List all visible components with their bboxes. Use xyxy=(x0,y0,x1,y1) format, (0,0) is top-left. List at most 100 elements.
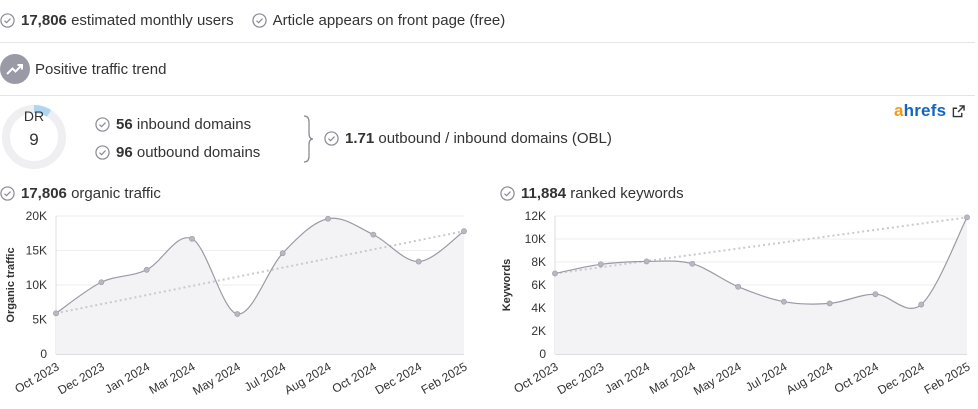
data-point xyxy=(370,231,377,238)
check-circle-icon xyxy=(324,131,339,146)
organic-traffic-header: 17,806 organic traffic xyxy=(0,185,161,202)
divider xyxy=(0,42,975,43)
y-tick-label: 15K xyxy=(26,244,47,258)
data-point xyxy=(552,270,558,277)
data-point xyxy=(689,260,696,267)
check-circle-icon xyxy=(251,13,267,28)
data-point xyxy=(143,266,150,273)
dr-value: 9 xyxy=(29,130,38,149)
y-tick-label: 4K xyxy=(531,301,546,315)
outbound-domains-stat: 96 outbound domains xyxy=(95,144,260,161)
data-point xyxy=(461,228,467,235)
y-axis-label: Organic traffic xyxy=(5,247,17,322)
data-point xyxy=(98,279,105,286)
x-tick-label: Feb 2025 xyxy=(419,359,470,397)
data-point xyxy=(826,300,833,307)
monthly-users-value: 17,806 xyxy=(21,12,67,29)
x-tick-label: Dec 2024 xyxy=(373,359,425,397)
x-tick-label: Jul 2024 xyxy=(743,359,790,394)
x-tick-label: Aug 2024 xyxy=(784,359,836,397)
ranked-keywords-value: 11,884 xyxy=(521,185,567,202)
y-tick-label: 0 xyxy=(40,347,47,361)
data-point xyxy=(872,291,879,298)
data-point xyxy=(279,250,286,257)
series-area xyxy=(56,218,464,354)
y-tick-label: 12K xyxy=(525,209,546,223)
data-point xyxy=(325,215,331,222)
check-circle-icon xyxy=(95,117,110,132)
y-tick-label: 0 xyxy=(539,347,546,361)
traffic-trend-label: Positive traffic trend xyxy=(35,60,167,78)
data-point xyxy=(189,235,195,242)
inbound-domains-stat: 56 inbound domains xyxy=(95,116,251,133)
monthly-users-label: estimated monthly users xyxy=(71,12,234,29)
dr-label: DR xyxy=(24,108,44,124)
check-circle-icon xyxy=(0,186,15,201)
check-circle-icon xyxy=(500,186,515,201)
front-page-stat: Article appears on front page (free) xyxy=(251,12,506,29)
y-tick-label: 8K xyxy=(531,255,546,269)
y-axis-label: Keywords xyxy=(501,259,513,312)
x-tick-label: Dec 2024 xyxy=(875,359,927,397)
series-line xyxy=(554,217,968,309)
domain-rating-gauge: DR 9 xyxy=(2,105,66,169)
x-tick-label: Aug 2024 xyxy=(282,359,334,397)
y-tick-label: 5K xyxy=(32,313,47,327)
x-tick-label: Jan 2024 xyxy=(602,359,652,396)
ranked-keywords-label: ranked keywords xyxy=(570,185,684,202)
inbound-domains-label: inbound domains xyxy=(136,116,252,133)
x-tick-label: Feb 2025 xyxy=(922,359,973,397)
x-tick-label: May 2024 xyxy=(691,359,744,398)
y-tick-label: 10K xyxy=(26,278,47,292)
trending-up-icon xyxy=(0,54,30,84)
data-point xyxy=(735,283,742,290)
y-tick-label: 10K xyxy=(525,232,546,246)
x-tick-label: Oct 2024 xyxy=(330,359,379,396)
x-tick-label: Oct 2024 xyxy=(832,359,881,396)
front-page-label: Article appears on front page (free) xyxy=(272,12,506,29)
obl-label: outbound / inbound domains (OBL) xyxy=(378,130,612,147)
x-tick-label: Jan 2024 xyxy=(102,359,152,396)
obl-value: 1.71 xyxy=(345,130,375,147)
organic-traffic-value: 17,806 xyxy=(21,185,67,202)
brace xyxy=(303,115,314,163)
x-tick-label: Oct 2023 xyxy=(12,359,61,396)
trend-line xyxy=(554,216,968,275)
y-tick-label: 2K xyxy=(531,324,546,338)
data-point xyxy=(597,261,604,268)
data-point xyxy=(964,214,970,221)
x-tick-label: Oct 2023 xyxy=(511,359,560,396)
data-point xyxy=(415,258,422,265)
data-point xyxy=(780,298,787,305)
x-tick-label: Mar 2024 xyxy=(647,359,698,397)
data-point xyxy=(53,310,59,317)
external-link-icon xyxy=(952,104,966,117)
y-tick-label: 20K xyxy=(26,209,47,223)
ahrefs-logo: ahrefs xyxy=(894,101,947,120)
y-tick-label: 6K xyxy=(531,278,546,292)
series-area xyxy=(555,217,967,354)
series-line xyxy=(55,217,465,315)
divider xyxy=(0,95,975,96)
data-point xyxy=(234,311,241,317)
obl-stat: 1.71 outbound / inbound domains (OBL) xyxy=(324,130,612,147)
ahrefs-link[interactable]: ahrefs xyxy=(894,101,966,121)
x-tick-label: Jul 2024 xyxy=(242,359,289,394)
outbound-domains-label: outbound domains xyxy=(136,144,261,161)
monthly-users-stat: 17,806 estimated monthly users xyxy=(0,12,234,29)
x-tick-label: Dec 2023 xyxy=(55,359,107,397)
data-point xyxy=(643,258,650,265)
x-tick-label: May 2024 xyxy=(190,359,243,398)
check-circle-icon xyxy=(95,145,110,160)
check-circle-icon xyxy=(0,13,15,28)
x-tick-label: Dec 2023 xyxy=(555,359,607,397)
inbound-domains-value: 56 xyxy=(116,116,133,133)
organic-traffic-label: organic traffic xyxy=(71,185,161,202)
outbound-domains-value: 96 xyxy=(116,144,133,161)
trend-line xyxy=(55,230,465,315)
traffic-trend-row: Positive traffic trend xyxy=(0,54,166,84)
data-point xyxy=(918,301,925,308)
ranked-keywords-header: 11,884 ranked keywords xyxy=(500,185,684,202)
